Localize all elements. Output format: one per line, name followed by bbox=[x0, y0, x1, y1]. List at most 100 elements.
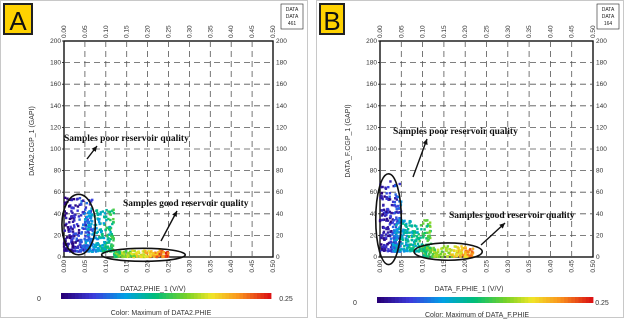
colorbar-segment bbox=[103, 293, 107, 299]
data-point bbox=[442, 245, 446, 248]
data-point bbox=[395, 228, 398, 231]
colorbar-segment bbox=[215, 293, 219, 299]
colorbar-segment bbox=[535, 297, 540, 303]
data-point bbox=[62, 242, 66, 245]
colorbar-segment bbox=[549, 297, 554, 303]
data-point bbox=[453, 255, 456, 258]
data-point bbox=[97, 248, 100, 252]
data-point bbox=[408, 224, 411, 227]
colorbar-segment bbox=[539, 297, 543, 303]
data-point bbox=[64, 224, 67, 227]
data-point bbox=[417, 233, 420, 236]
data-point bbox=[152, 253, 155, 257]
data-point bbox=[101, 249, 105, 253]
data-point bbox=[109, 237, 113, 241]
colorbar-segment bbox=[197, 293, 202, 299]
colorbar-segment bbox=[257, 293, 261, 299]
data-point bbox=[93, 243, 97, 247]
data-point bbox=[111, 222, 114, 226]
data-point bbox=[395, 217, 398, 221]
data-point bbox=[80, 240, 83, 244]
data-point bbox=[73, 249, 76, 253]
plot-area: 0 0 20 20 40 40 60 60 80 80 100 100 120 120 140 140 160 1… bbox=[50, 25, 287, 299]
x-tick-label-top: 0.50 bbox=[590, 25, 597, 38]
data-point bbox=[78, 240, 82, 243]
colorbar-segment bbox=[169, 293, 174, 299]
data-point bbox=[85, 246, 89, 249]
data-point bbox=[423, 228, 426, 231]
data-point bbox=[71, 240, 74, 244]
data-point bbox=[418, 237, 421, 241]
data-point bbox=[87, 223, 90, 227]
data-point bbox=[387, 228, 390, 231]
colorbar-segment bbox=[531, 297, 536, 303]
colorbar-segment bbox=[127, 293, 132, 299]
data-point bbox=[144, 251, 147, 254]
data-point bbox=[167, 252, 170, 255]
data-point bbox=[387, 234, 390, 238]
data-point bbox=[394, 246, 398, 250]
data-point bbox=[433, 255, 436, 258]
data-point bbox=[385, 192, 388, 195]
stamp-line-1: DATA bbox=[286, 7, 299, 13]
data-point bbox=[142, 255, 145, 259]
data-point bbox=[70, 198, 74, 201]
data-point bbox=[71, 211, 74, 215]
data-point bbox=[104, 216, 107, 219]
data-point bbox=[408, 221, 411, 224]
data-point bbox=[428, 231, 431, 234]
data-point bbox=[402, 222, 405, 225]
data-point bbox=[469, 248, 472, 251]
data-point bbox=[81, 244, 84, 248]
data-point bbox=[398, 231, 401, 234]
data-point bbox=[99, 213, 102, 216]
data-point bbox=[381, 197, 384, 201]
colorbar-segment bbox=[506, 297, 511, 303]
data-point bbox=[423, 245, 427, 249]
colorbar-segment bbox=[582, 297, 587, 303]
data-point bbox=[388, 198, 392, 201]
data-point bbox=[393, 203, 397, 207]
y-tick-label-left: 80 bbox=[370, 168, 378, 175]
annotation-poor-quality: Samples poor reservoir quality bbox=[393, 127, 518, 137]
data-point bbox=[80, 231, 83, 234]
data-point bbox=[99, 211, 102, 214]
colorbar-segment bbox=[546, 297, 551, 303]
colorbar-segment bbox=[564, 297, 569, 303]
data-point bbox=[84, 221, 87, 225]
data-point bbox=[105, 218, 108, 222]
data-point bbox=[122, 253, 125, 256]
data-point bbox=[422, 248, 425, 251]
data-point bbox=[395, 216, 398, 219]
data-point bbox=[444, 246, 447, 250]
data-point bbox=[90, 207, 93, 210]
y-tick-label-left: 200 bbox=[50, 38, 61, 45]
data-point bbox=[80, 247, 83, 251]
data-point bbox=[402, 249, 405, 252]
data-point bbox=[381, 218, 384, 222]
colorbar-segment bbox=[499, 297, 504, 303]
data-point bbox=[394, 244, 397, 247]
data-point bbox=[77, 228, 81, 232]
data-point bbox=[108, 228, 112, 232]
data-point bbox=[419, 236, 422, 239]
data-point bbox=[382, 230, 386, 234]
colorbar-segment bbox=[68, 293, 72, 299]
colorbar-caption: Color: Maximum of DATA_F.PHIE bbox=[425, 312, 529, 319]
data-point bbox=[71, 244, 75, 248]
data-point bbox=[164, 255, 168, 258]
x-tick-label-bottom: 0.45 bbox=[569, 260, 576, 273]
data-point bbox=[397, 204, 400, 208]
data-point bbox=[72, 206, 75, 210]
colorbar-segment bbox=[194, 293, 198, 299]
y-tick-label-right: 0 bbox=[596, 254, 600, 261]
data-point bbox=[379, 236, 383, 240]
data-point bbox=[393, 239, 396, 242]
data-point bbox=[421, 236, 425, 239]
data-point bbox=[103, 246, 106, 249]
panel-a: 0 0 20 20 40 40 60 60 80 80 100 100 120 120 140 140 160 1… bbox=[0, 0, 308, 318]
data-point bbox=[75, 223, 79, 226]
data-point bbox=[82, 227, 85, 230]
data-point bbox=[100, 233, 104, 236]
data-point bbox=[70, 238, 73, 242]
